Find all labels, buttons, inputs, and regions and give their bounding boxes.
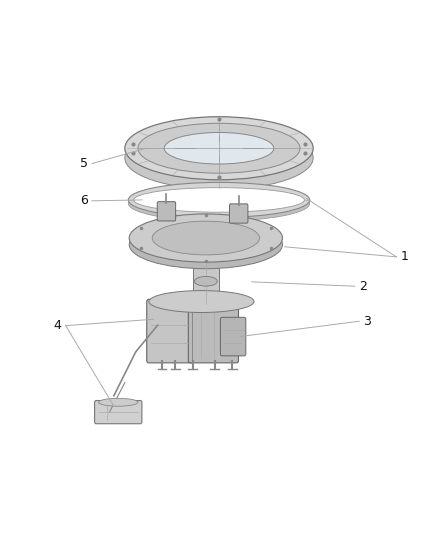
Ellipse shape xyxy=(125,117,313,180)
Ellipse shape xyxy=(129,214,283,262)
Ellipse shape xyxy=(194,277,217,286)
Ellipse shape xyxy=(125,126,313,189)
Ellipse shape xyxy=(129,221,283,269)
Text: 2: 2 xyxy=(359,280,367,293)
Ellipse shape xyxy=(164,133,274,164)
FancyBboxPatch shape xyxy=(157,201,176,221)
FancyBboxPatch shape xyxy=(95,400,142,424)
Ellipse shape xyxy=(134,188,304,212)
Ellipse shape xyxy=(128,186,310,221)
Ellipse shape xyxy=(128,182,310,217)
Text: 3: 3 xyxy=(364,315,371,328)
Ellipse shape xyxy=(138,123,300,173)
Text: 5: 5 xyxy=(80,157,88,170)
FancyBboxPatch shape xyxy=(188,300,239,363)
FancyBboxPatch shape xyxy=(220,317,246,356)
Text: 1: 1 xyxy=(401,251,409,263)
Ellipse shape xyxy=(149,290,254,312)
FancyBboxPatch shape xyxy=(230,204,248,223)
Text: 4: 4 xyxy=(53,319,61,332)
Bar xyxy=(193,250,219,304)
FancyBboxPatch shape xyxy=(147,300,194,363)
Ellipse shape xyxy=(152,221,259,255)
Ellipse shape xyxy=(99,398,138,406)
Text: 6: 6 xyxy=(80,195,88,207)
